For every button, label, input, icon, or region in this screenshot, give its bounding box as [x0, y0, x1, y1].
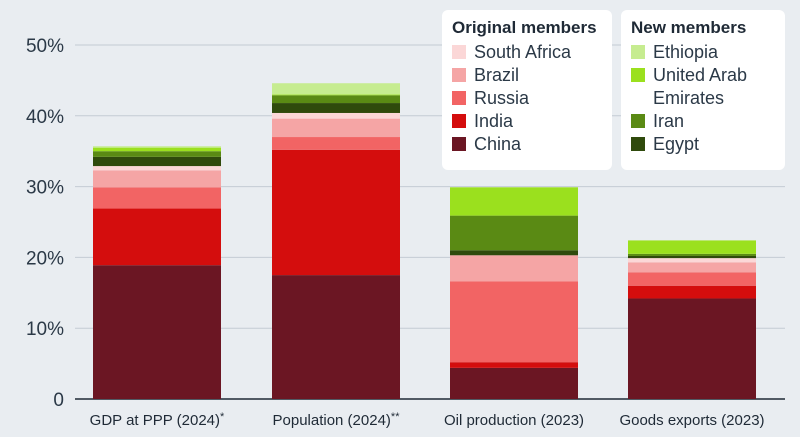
legend-label: China: [474, 134, 522, 154]
bar-segment-ethiopia: [93, 146, 221, 148]
legend-item: United Arab Emirates: [631, 64, 775, 110]
legend-swatch: [452, 68, 466, 82]
legend-original-title: Original members: [452, 18, 597, 37]
bar-segment-egypt: [272, 103, 400, 113]
bar-segment-egypt: [628, 255, 756, 259]
bar-segment-united-arab-emirates: [450, 187, 578, 216]
bar-segment-egypt: [450, 250, 578, 256]
bar-segment-brazil: [272, 118, 400, 138]
x-category-label: GDP at PPP (2024)*: [90, 411, 225, 429]
bar-segment-united-arab-emirates: [93, 147, 221, 152]
legend-item: Brazil: [452, 64, 602, 87]
bar-segment-brazil: [450, 255, 578, 282]
legend-swatch: [631, 68, 645, 82]
bar-segment-india: [628, 285, 756, 299]
bar-segment-iran: [450, 215, 578, 251]
legend-item: China: [452, 133, 602, 156]
bar-segment-south-africa: [628, 258, 756, 263]
x-category-label: Oil production (2023): [444, 412, 584, 429]
bar-segment-india: [450, 362, 578, 368]
legend-item: India: [452, 110, 602, 133]
bar-segment-russia: [628, 272, 756, 286]
bar-segment-iran: [93, 151, 221, 157]
x-category-label: Goods exports (2023): [619, 412, 764, 429]
legend-swatch: [452, 137, 466, 151]
bar-segment-brazil: [93, 170, 221, 188]
legend-swatch: [452, 91, 466, 105]
x-axis-category-labels: GDP at PPP (2024)* Population (2024)** Oil…: [90, 411, 765, 429]
bar-segment-india: [93, 208, 221, 266]
bar-stack: [272, 83, 400, 399]
y-axis-tick-labels: 0 10% 20% 30% 40% 50%: [26, 36, 64, 411]
bar-segment-ethiopia: [272, 83, 400, 95]
legend-label: Egypt: [653, 134, 700, 154]
bar-segment-china: [628, 298, 756, 399]
bar-segment-egypt: [93, 156, 221, 167]
bar-stacks: [93, 83, 756, 399]
y-tick-label: 20%: [26, 248, 64, 269]
bar-segment-china: [93, 265, 221, 399]
bar-segment-iran: [272, 95, 400, 104]
legend-label: India: [474, 111, 514, 131]
legend-swatch: [631, 114, 645, 128]
legend-item: Russia: [452, 87, 602, 110]
legend-label: Ethiopia: [653, 42, 719, 62]
legend-label: Iran: [653, 111, 685, 131]
y-tick-label: 40%: [26, 107, 64, 128]
y-tick-label: 0: [53, 390, 64, 411]
legend-swatch: [631, 137, 645, 151]
bar-segment-united-arab-emirates: [272, 94, 400, 96]
legend-label: South Africa: [474, 42, 572, 62]
bar-stack: [450, 187, 578, 399]
legend-label: Russia: [474, 88, 530, 108]
legend-item: Ethiopia: [631, 41, 775, 64]
legend-label: Brazil: [474, 65, 520, 85]
legend-label: United Arab Emirates: [653, 65, 748, 108]
legend-new-title: New members: [631, 18, 747, 37]
legend-item: Iran: [631, 110, 775, 133]
legend-original-members: Original members South Africa Brazil Russi…: [442, 10, 612, 170]
legend-swatch: [631, 45, 645, 59]
y-tick-label: 30%: [26, 178, 64, 199]
bar-segment-india: [272, 149, 400, 276]
legend-swatch: [452, 114, 466, 128]
y-tick-label: 50%: [26, 36, 64, 57]
bar-segment-china: [450, 367, 578, 399]
legend-new-items: Ethiopia United Arab Emirates Iran Egypt: [631, 41, 775, 156]
bar-segment-brazil: [628, 262, 756, 273]
bar-stack: [628, 240, 756, 399]
bar-segment-russia: [450, 281, 578, 363]
bar-segment-iran: [628, 253, 756, 256]
bar-segment-russia: [93, 187, 221, 209]
legend-new-members: New members Ethiopia United Arab Emirates…: [621, 10, 785, 170]
bar-segment-south-africa: [272, 112, 400, 119]
bar-segment-south-africa: [93, 166, 221, 171]
bar-segment-russia: [272, 137, 400, 150]
legend-item: South Africa: [452, 41, 602, 64]
legend-swatch: [452, 45, 466, 59]
x-category-label: Population (2024)**: [273, 411, 401, 429]
bar-segment-united-arab-emirates: [628, 240, 756, 254]
bar-stack: [93, 146, 221, 399]
legend-original-items: South Africa Brazil Russia India China: [452, 41, 602, 156]
legend-item: Egypt: [631, 133, 775, 156]
y-tick-label: 10%: [26, 319, 64, 340]
bar-segment-china: [272, 275, 400, 399]
